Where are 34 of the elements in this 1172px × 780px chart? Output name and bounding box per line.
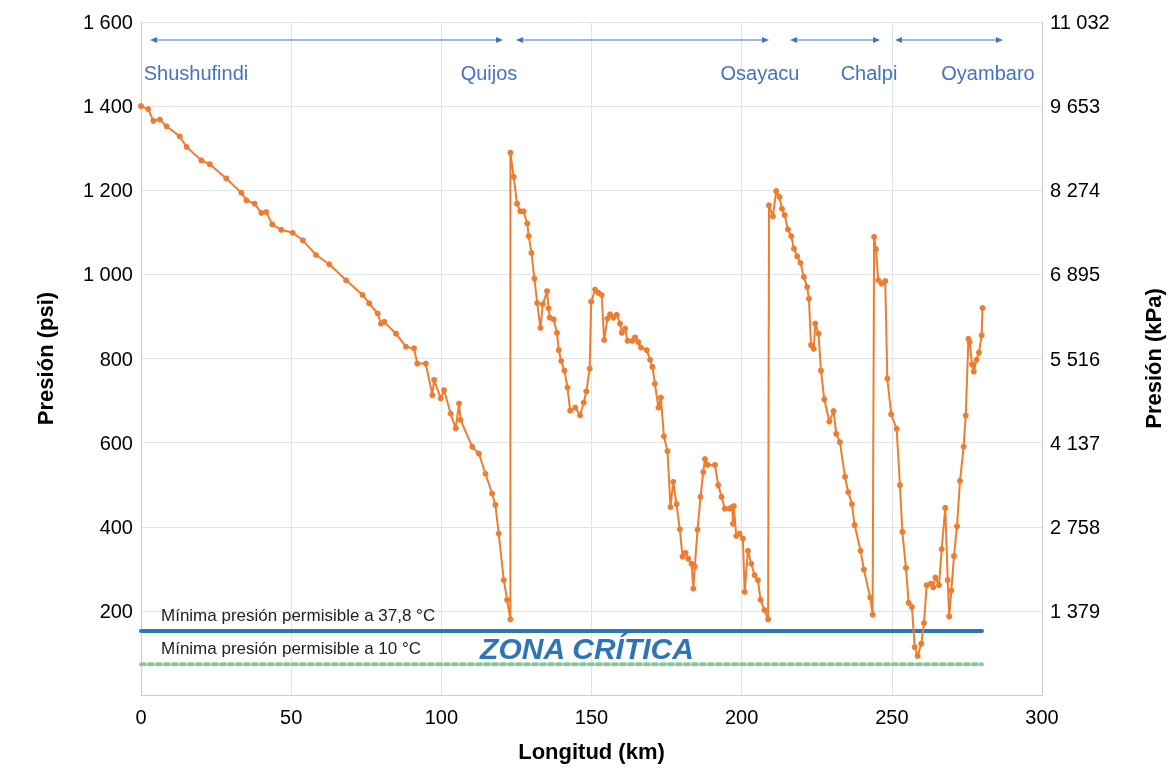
y2-axis-title: Presión (kPa) (1140, 288, 1166, 429)
y2-tick-label: 11 032 (1050, 11, 1110, 33)
series-label: Mínima presión permisible a 10 °C (161, 639, 422, 659)
annotation: Osayacu (720, 61, 800, 86)
x-tick-label: 300 (1025, 706, 1059, 728)
y2-tick-label: 1 379 (1050, 599, 1101, 622)
x-tick-label: 100 (424, 706, 459, 728)
annotation: Quijos (460, 61, 518, 86)
series-label: Mínima presión permisible a 37,8 °C (161, 606, 436, 626)
y-tick-label: 800 (99, 347, 133, 370)
y-axis-title: Presión (psi) (32, 291, 58, 426)
y2-tick-label: 9 653 (1050, 95, 1101, 118)
x-tick-label: 0 (135, 706, 147, 728)
annotation: Chalpi (840, 61, 898, 86)
y-tick-label: 1 000 (82, 263, 133, 286)
x-tick-label: 200 (724, 706, 759, 728)
annotation: Shushufindi (143, 61, 249, 86)
x-tick-label: 150 (574, 706, 609, 728)
annotation: Oyambaro (941, 61, 1035, 86)
x-tick-label: 250 (875, 706, 909, 728)
y-tick-label: 600 (99, 431, 133, 454)
annotation: ZONA CRÍTICA (480, 631, 694, 667)
y-tick-label: 200 (99, 599, 133, 622)
x-axis-title: Longitud (km) (518, 738, 665, 764)
y-tick-label: 400 (99, 515, 133, 538)
y-tick-label: 1 400 (82, 95, 133, 118)
y2-tick-label: 5 516 (1050, 347, 1101, 370)
y-tick-label: 1 600 (82, 11, 133, 33)
y2-tick-label: 6 895 (1050, 263, 1101, 286)
y2-tick-label: 4 137 (1050, 431, 1101, 454)
x-tick-label: 50 (280, 706, 303, 728)
y-tick-label: 1 200 (82, 179, 133, 202)
y2-tick-label: 2 758 (1050, 515, 1101, 538)
y2-tick-label: 8 274 (1050, 179, 1101, 202)
